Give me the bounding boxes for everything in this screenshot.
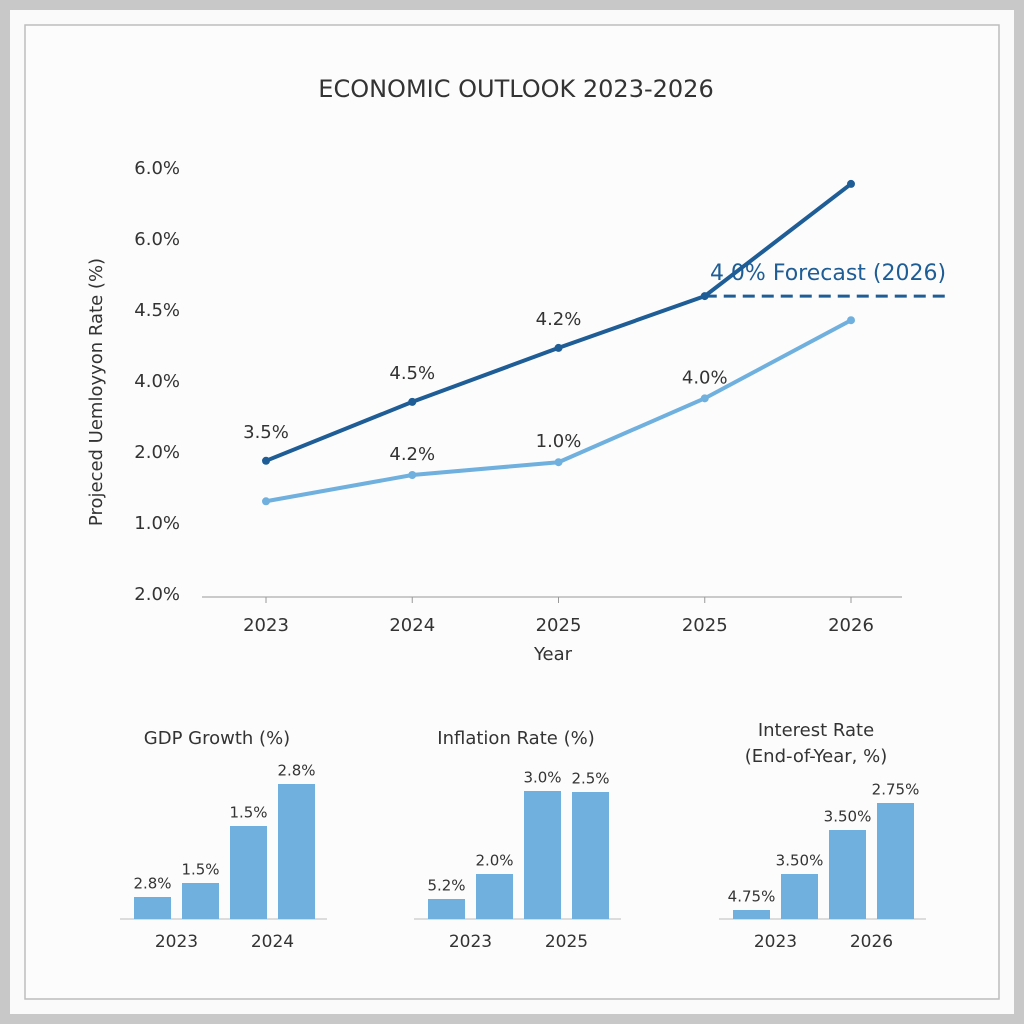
y-tick-label: 1.0%	[134, 513, 180, 534]
bar-label: 2.75%	[872, 781, 920, 799]
bar-label: 3.0%	[523, 769, 561, 787]
point-label: 4.2%	[536, 309, 582, 330]
y-tick-label: 2.0%	[134, 584, 180, 605]
bar	[230, 826, 267, 919]
bar-label: 2.8%	[277, 762, 315, 780]
bar-label: 2.5%	[571, 770, 609, 788]
bar-label: 4.75%	[728, 888, 776, 906]
point	[554, 458, 563, 467]
bar	[733, 910, 770, 919]
point	[847, 179, 855, 188]
bar	[476, 874, 513, 919]
point-label: 4.0%	[682, 367, 728, 388]
bar-label: 5.2%	[427, 877, 465, 895]
point	[262, 456, 270, 465]
point-label: 4.5%	[389, 363, 435, 384]
point	[408, 471, 417, 480]
bar-label: 1.5%	[181, 861, 219, 879]
y-tick-label: 6.0%	[134, 158, 180, 179]
x-tick-label: 2025	[545, 932, 588, 952]
point	[408, 397, 417, 406]
subchart-title: GDP Growth (%)	[144, 728, 290, 749]
bar	[428, 899, 465, 919]
bar-label: 1.5%	[229, 804, 267, 822]
point	[700, 394, 709, 403]
point	[700, 292, 709, 301]
bar	[781, 874, 818, 919]
bar	[182, 883, 219, 919]
subchart-title: Interest Rate	[758, 720, 874, 741]
bar-label: 3.50%	[824, 808, 872, 826]
point	[554, 343, 563, 352]
x-tick-label: 2026	[828, 615, 874, 636]
x-tick-label: 2024	[251, 932, 294, 952]
bar	[134, 897, 171, 919]
subchart-title: (End-of-Year, %)	[745, 746, 887, 767]
x-tick-label: 2023	[449, 932, 492, 952]
bar	[524, 791, 561, 919]
x-tick-label: 2023	[243, 615, 289, 636]
point-label: 4.2%	[389, 444, 435, 465]
x-tick-label: 2026	[850, 932, 893, 952]
point-label: 1.0%	[536, 431, 582, 452]
x-axis-label: Year	[533, 644, 573, 665]
subchart-title: Inflation Rate (%)	[437, 728, 594, 749]
bar	[829, 830, 866, 919]
bar-label: 3.50%	[776, 852, 824, 870]
chart-title: ECONOMIC OUTLOOK 2023-2026	[318, 75, 713, 103]
forecast-label: 4.0% Forecast (2026)	[710, 261, 946, 286]
x-tick-label: 2025	[682, 615, 728, 636]
point-label: 3.5%	[243, 422, 289, 443]
bar-label: 2.0%	[475, 852, 513, 870]
bar	[278, 784, 315, 919]
point	[262, 497, 270, 506]
point	[847, 316, 855, 325]
bar-label: 2.8%	[133, 875, 171, 893]
x-tick-label: 2025	[536, 615, 582, 636]
x-tick-label: 2024	[389, 615, 435, 636]
y-tick-label: 2.0%	[134, 442, 180, 463]
bar	[877, 803, 914, 919]
x-tick-label: 2023	[155, 932, 198, 952]
y-tick-label: 4.5%	[134, 300, 180, 321]
y-tick-label: 6.0%	[134, 229, 180, 250]
y-tick-label: 4.0%	[134, 371, 180, 392]
bar	[572, 792, 609, 919]
y-axis-label: Projeced Uemloyyon Rate (%)	[86, 258, 107, 526]
x-tick-label: 2023	[754, 932, 797, 952]
